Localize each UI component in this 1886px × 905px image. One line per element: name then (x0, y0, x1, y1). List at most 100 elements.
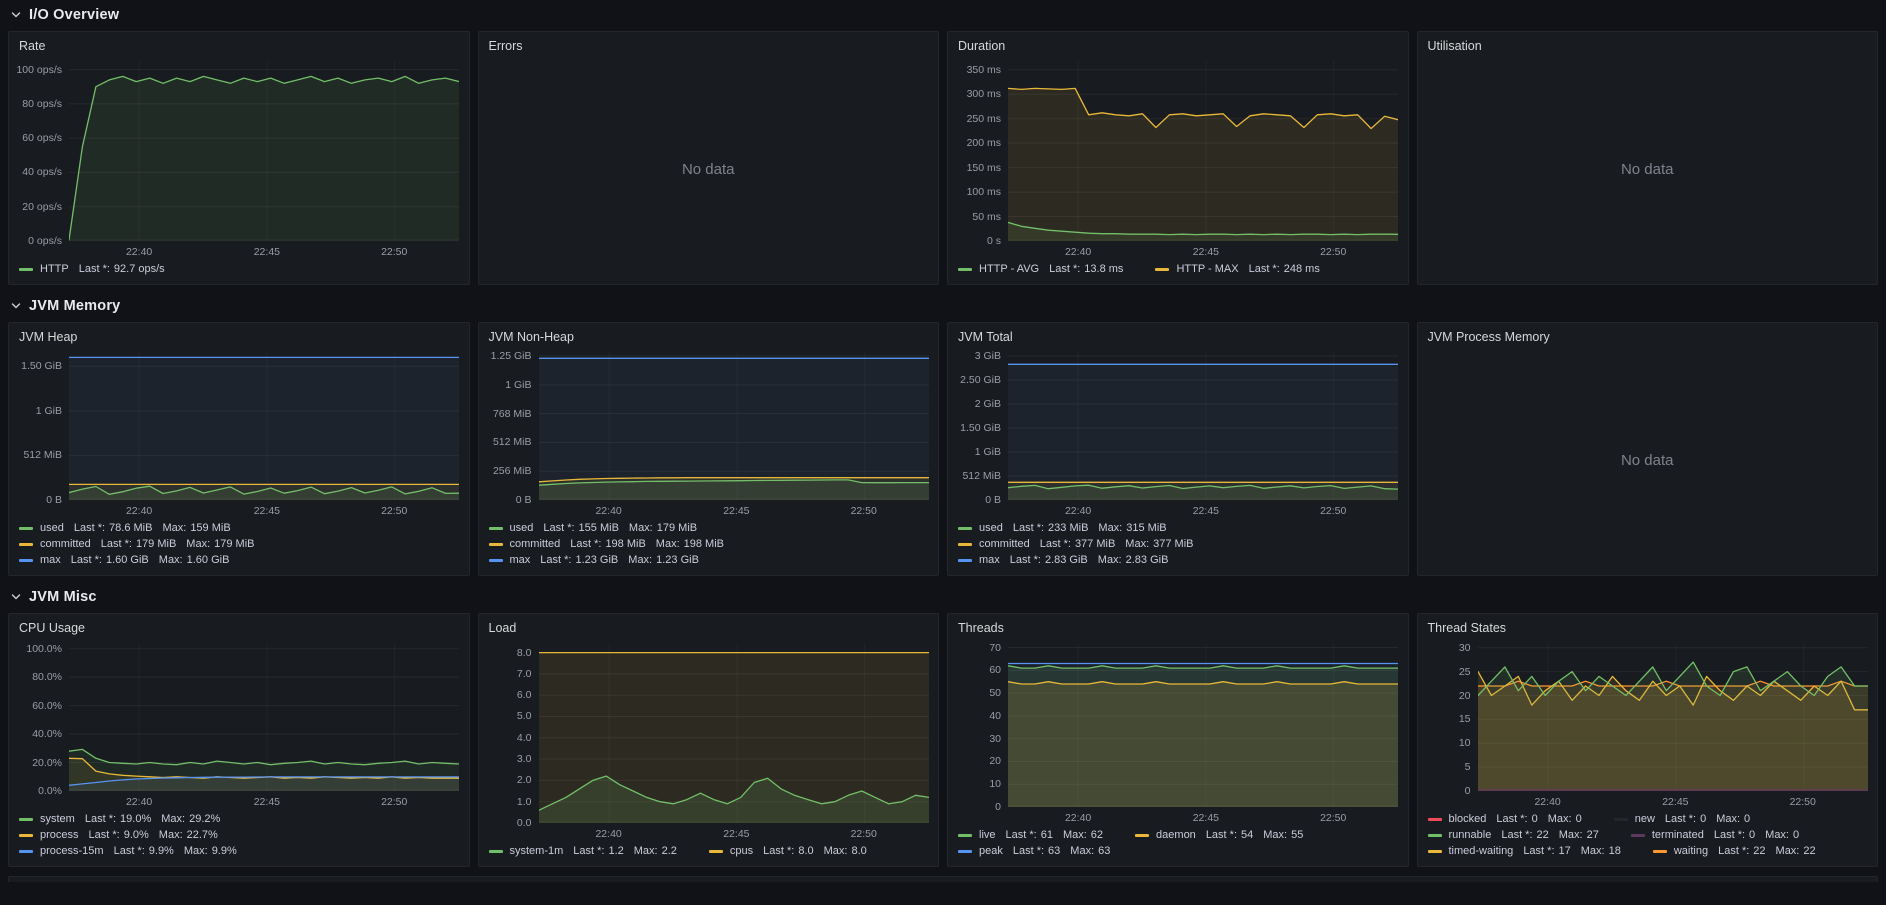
y-tick-label: 30 (1458, 641, 1471, 654)
legend-max-label: Max: (1716, 813, 1741, 825)
legend-last-label: Last *: (1039, 538, 1071, 550)
legend-last-label: Last *: (1496, 813, 1528, 825)
y-tick-label: 1.0 (516, 795, 532, 808)
legend-item-cpus[interactable]: cpus Last *: 8.0 Max: 8.0 (708, 845, 877, 857)
panel-cpu-usage: CPU Usage 100.0% 80.0% 60.0% 40.0% 20.0% 0.0% 2… (8, 613, 470, 867)
y-tick-label: 512 MiB (492, 436, 532, 449)
timeseries-canvas (1008, 643, 1398, 807)
chevron-down-icon[interactable] (10, 591, 22, 603)
legend-item-live[interactable]: live Last *: 61 Max: 62 (958, 829, 1113, 841)
plot-area[interactable] (69, 643, 459, 791)
legend-item-max[interactable]: max Last *: 1.23 GiB Max: 1.23 GiB (488, 554, 709, 566)
legend-max-value: 22.7% (186, 829, 218, 841)
x-axis: 22:40 22:45 22:50 (1008, 241, 1398, 261)
panel-jvm-total: JVM Total 3 GiB 2.50 GiB 2 GiB 1.50 GiB 1 GiB… (947, 322, 1409, 576)
panel-title[interactable]: Errors (488, 39, 523, 53)
legend-item-committed[interactable]: committed Last *: 377 MiB Max: 377 MiB (958, 538, 1204, 550)
y-tick-label: 0.0% (38, 785, 62, 797)
legend-item-http[interactable]: HTTP Last *: 92.7 ops/s (19, 263, 175, 275)
legend-row: max Last *: 2.83 GiB Max: 2.83 GiB (958, 554, 1398, 566)
plot-area[interactable] (538, 643, 929, 823)
no-data-text: No data (1620, 161, 1674, 178)
legend-max-label: Max: (628, 554, 653, 566)
y-tick-label: 0 s (986, 235, 1001, 247)
legend-item-http-avg[interactable]: HTTP - AVG Last *: 13.8 ms (958, 263, 1133, 275)
legend-max-value: 377 MiB (1153, 538, 1194, 550)
legend-item-runnable[interactable]: runnable Last *: 22 Max: 27 (1427, 829, 1609, 841)
legend-color-swatch (958, 833, 972, 837)
section-header[interactable]: JVM Misc (8, 576, 1878, 613)
plot-area[interactable] (69, 352, 459, 500)
legend-color-swatch (1630, 833, 1645, 837)
legend-max-value: 55 (1291, 829, 1304, 841)
plot-area[interactable] (1008, 61, 1398, 241)
panel-title[interactable]: JVM Total (958, 330, 1013, 344)
y-tick-label: 0 B (46, 494, 62, 506)
legend-series-name: daemon (1156, 829, 1196, 841)
panel-title[interactable]: JVM Process Memory (1427, 330, 1550, 344)
legend-item-new[interactable]: new Last *: 0 Max: 0 (1613, 813, 1760, 825)
legend-last-value: 198 MiB (605, 538, 646, 550)
x-tick-label: 22:45 (1192, 812, 1219, 824)
legend-item-committed[interactable]: committed Last *: 179 MiB Max: 179 MiB (19, 538, 265, 550)
panel-title[interactable]: Thread States (1427, 621, 1507, 635)
legend-item-max[interactable]: max Last *: 1.60 GiB Max: 1.60 GiB (19, 554, 239, 566)
section-header[interactable]: I/O Overview (8, 2, 1878, 31)
y-tick-label: 100.0% (26, 642, 62, 655)
legend-item-used[interactable]: used Last *: 78.6 MiB Max: 159 MiB (19, 522, 241, 534)
chevron-down-icon[interactable] (10, 9, 22, 21)
legend-item-used[interactable]: used Last *: 155 MiB Max: 179 MiB (488, 522, 708, 534)
x-tick-label: 22:50 (1320, 505, 1347, 517)
panel-title[interactable]: Duration (958, 39, 1006, 53)
legend-max-label: Max: (1558, 829, 1583, 841)
x-axis: 22:40 22:45 22:50 (1478, 791, 1868, 811)
legend-item-timed-waiting[interactable]: timed-waiting Last *: 17 Max: 18 (1427, 845, 1631, 857)
plot-area[interactable] (1008, 643, 1398, 807)
plot-area[interactable] (1008, 352, 1398, 500)
section-header[interactable]: JVM Memory (8, 285, 1878, 322)
plot-area[interactable] (69, 61, 459, 241)
y-tick-label: 100 ms (966, 186, 1001, 199)
chevron-down-icon[interactable] (10, 300, 22, 312)
legend-last-label: Last *: (113, 845, 145, 857)
legend-item-max[interactable]: max Last *: 2.83 GiB Max: 2.83 GiB (958, 554, 1178, 566)
legend-item-system[interactable]: system Last *: 19.0% Max: 29.2% (19, 813, 230, 825)
legend-row: blocked Last *: 0 Max: 0 new Last *: 0 Max: 0 (1427, 813, 1868, 825)
panel-load: Load 8.0 7.0 6.0 5.0 4.0 3.0 2.0 1.0 0.0 22:40 22:4… (477, 613, 939, 867)
legend-max-label: Max: (1125, 538, 1150, 550)
legend-item-used[interactable]: used Last *: 233 MiB Max: 315 MiB (958, 522, 1177, 534)
panel-title[interactable]: Rate (19, 39, 46, 53)
legend-item-waiting[interactable]: waiting Last *: 22 Max: 22 (1652, 845, 1826, 857)
y-axis: 70 60 50 40 30 20 10 0 (952, 642, 1008, 813)
legend-item-system-1m[interactable]: system-1m Last *: 1.2 Max: 2.2 (488, 845, 687, 857)
plot-area[interactable] (538, 352, 929, 500)
legend-max-label: Max: (161, 813, 186, 825)
panel-title[interactable]: Load (488, 621, 517, 635)
legend-item-blocked[interactable]: blocked Last *: 0 Max: 0 (1427, 813, 1592, 825)
panel-title[interactable]: CPU Usage (19, 621, 85, 635)
legend-max-label: Max: (183, 845, 208, 857)
legend-max-value: 18 (1608, 845, 1621, 857)
legend-max-value: 1.23 GiB (656, 554, 699, 566)
panel-title[interactable]: Threads (958, 621, 1004, 635)
panel-title[interactable]: Utilisation (1427, 39, 1482, 53)
legend-last-label: Last *: (573, 845, 605, 857)
legend-item-committed[interactable]: committed Last *: 198 MiB Max: 198 MiB (488, 538, 735, 550)
legend-last-value: 61 (1040, 829, 1053, 841)
legend-color-swatch (19, 849, 33, 853)
panel-title[interactable]: JVM Non-Heap (488, 330, 574, 344)
legend-item-http-max[interactable]: HTTP - MAX Last *: 248 ms (1155, 263, 1329, 275)
legend-item-terminated[interactable]: terminated Last *: 0 Max: 0 (1630, 829, 1809, 841)
legend-last-value: 78.6 MiB (109, 522, 153, 534)
legend-item-process-15m[interactable]: process-15m Last *: 9.9% Max: 9.9% (19, 845, 247, 857)
legend-last-label: Last *: (1523, 845, 1555, 857)
legend-item-daemon[interactable]: daemon Last *: 54 Max: 55 (1135, 829, 1313, 841)
x-tick-label: 22:45 (723, 505, 750, 517)
y-tick-label: 256 MiB (492, 465, 532, 478)
legend-item-process[interactable]: process Last *: 9.0% Max: 22.7% (19, 829, 228, 841)
legend-item-peak[interactable]: peak Last *: 63 Max: 63 (958, 845, 1120, 857)
y-tick-label: 0 B (515, 494, 532, 506)
panel-title[interactable]: JVM Heap (19, 330, 78, 344)
x-axis: 22:40 22:45 22:50 (1008, 500, 1398, 520)
plot-area[interactable] (1477, 643, 1868, 791)
